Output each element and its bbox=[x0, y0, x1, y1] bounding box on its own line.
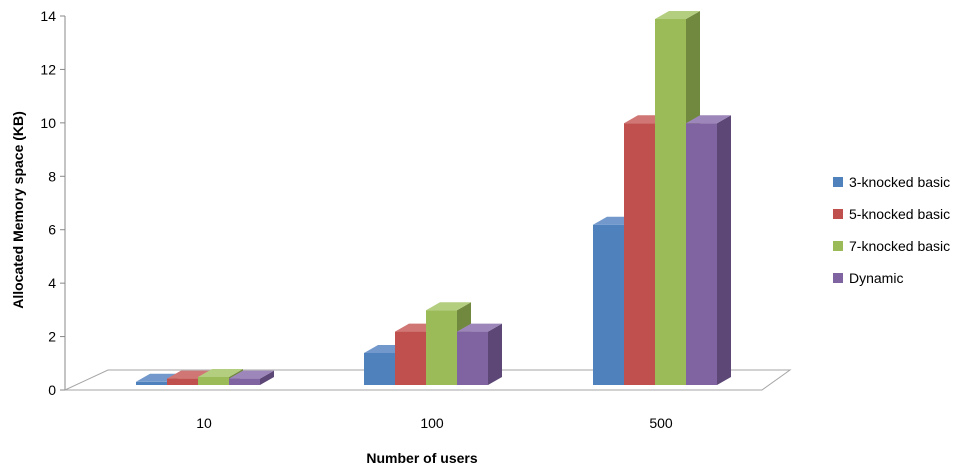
y-tick-label: 8 bbox=[48, 168, 56, 184]
x-ticks: 10 100 500 bbox=[196, 415, 673, 431]
legend-label: 5-knocked basic bbox=[849, 206, 950, 222]
bar-top bbox=[426, 302, 471, 311]
bar-front bbox=[457, 331, 488, 385]
legend-label: Dynamic bbox=[849, 270, 903, 286]
x-tick-label: 100 bbox=[420, 415, 444, 431]
bar-side bbox=[717, 115, 731, 385]
bar-side bbox=[260, 370, 274, 385]
y-tick-label: 12 bbox=[40, 61, 56, 77]
legend-swatch bbox=[833, 273, 843, 283]
bar-top bbox=[686, 115, 731, 124]
x-tick-label: 10 bbox=[196, 415, 212, 431]
legend-swatch bbox=[833, 177, 843, 187]
legend: 3-knocked basic 5-knocked basic 7-knocked … bbox=[833, 174, 950, 286]
bar-top bbox=[457, 323, 502, 332]
bar-front bbox=[167, 378, 198, 385]
bar-top bbox=[655, 11, 700, 20]
legend-swatch bbox=[833, 209, 843, 219]
bar-side bbox=[488, 323, 502, 385]
bar-front bbox=[686, 123, 717, 385]
y-tick-label: 4 bbox=[48, 275, 56, 291]
bar-front bbox=[136, 381, 167, 385]
bar-front bbox=[593, 224, 624, 385]
bar-front bbox=[198, 376, 229, 385]
bars bbox=[136, 11, 731, 386]
y-tick-label: 14 bbox=[40, 8, 56, 24]
bar bbox=[457, 323, 502, 385]
bar bbox=[229, 370, 274, 385]
bar bbox=[686, 115, 731, 385]
y-tick-label: 0 bbox=[48, 382, 56, 398]
y-tick-label: 10 bbox=[40, 115, 56, 131]
y-ticks: 0 2 4 6 8 10 12 14 bbox=[40, 8, 65, 398]
bar-top bbox=[198, 368, 243, 377]
bar-top bbox=[229, 370, 274, 379]
legend-label: 7-knocked basic bbox=[849, 238, 950, 254]
bar-front bbox=[364, 352, 395, 385]
x-tick-label: 500 bbox=[649, 415, 673, 431]
bar-front bbox=[426, 310, 457, 385]
bar-front bbox=[655, 19, 686, 386]
bar-front bbox=[624, 123, 655, 385]
legend-label: 3-knocked basic bbox=[849, 174, 950, 190]
y-tick-label: 6 bbox=[48, 222, 56, 238]
bar-front bbox=[229, 378, 260, 385]
y-tick-label: 2 bbox=[48, 329, 56, 345]
bar-front bbox=[395, 331, 426, 385]
legend-swatch bbox=[833, 241, 843, 251]
y-axis-title: Allocated Memory space (KB) bbox=[10, 111, 26, 309]
x-axis-title: Number of users bbox=[366, 450, 477, 466]
